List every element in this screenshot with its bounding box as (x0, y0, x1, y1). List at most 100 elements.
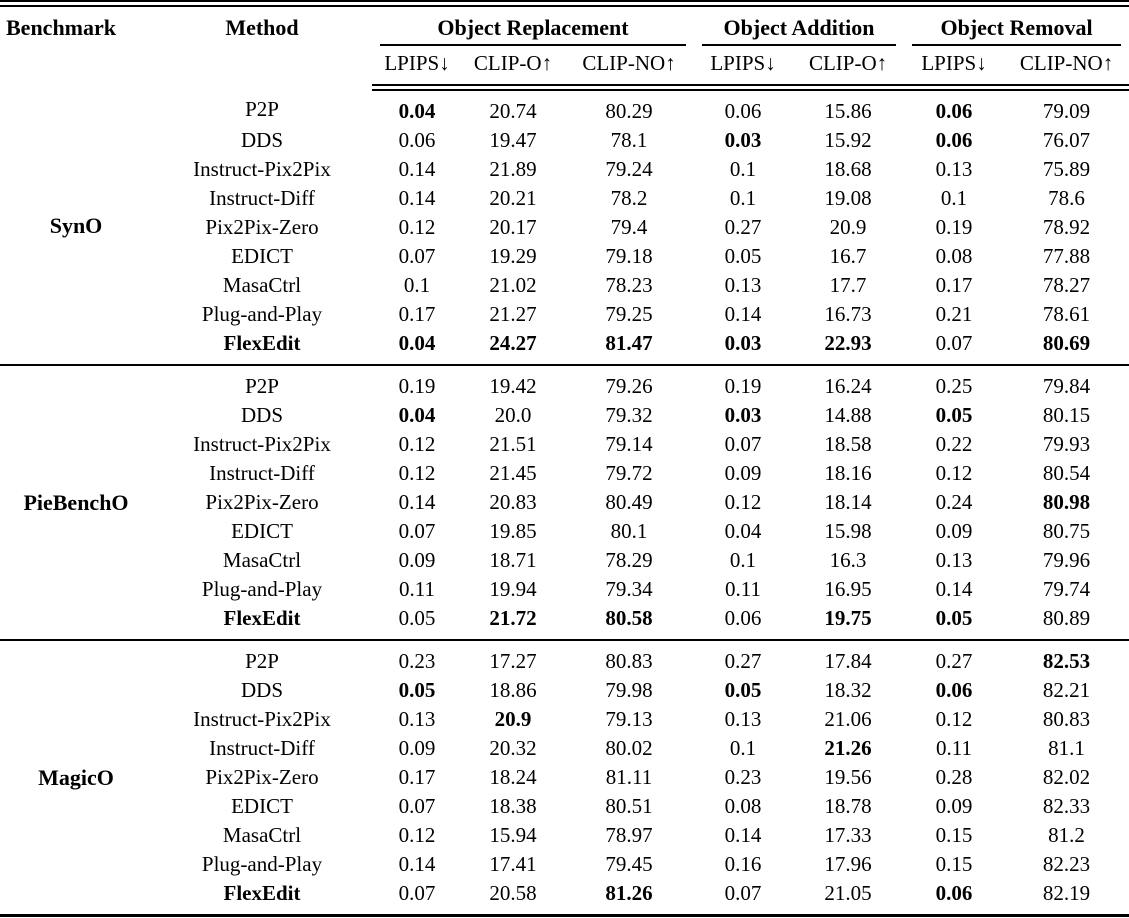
value-cell: 81.47 (605, 331, 653, 355)
value-cell: 80.49 (605, 490, 653, 514)
value-cell: 0.09 (398, 548, 436, 572)
value-cell: 0.06 (398, 128, 436, 152)
value-cell: 15.86 (824, 99, 872, 123)
subcolumn-rm-clip-no: CLIP-NO↑ (1004, 46, 1129, 91)
value-cell: 0.17 (398, 765, 436, 789)
method-cell: P2P (245, 649, 279, 673)
value-cell: 0.1 (403, 273, 431, 297)
value-cell: 79.4 (610, 215, 648, 239)
value-cell: 17.33 (824, 823, 872, 847)
value-cell: 20.9 (829, 215, 867, 239)
value-cell: 20.0 (494, 403, 532, 427)
value-cell: 17.41 (489, 852, 537, 876)
method-cell: MasaCtrl (222, 823, 302, 847)
table-row: MasaCtrl 0.12 15.94 78.97 0.14 17.33 0.15 81.2 (0, 821, 1129, 850)
table-row: Instruct-Pix2Pix 0.12 21.51 79.14 0.07 18.58 0… (0, 430, 1129, 459)
value-cell: 0.03 (724, 128, 762, 152)
value-cell: 0.13 (724, 273, 762, 297)
value-cell: 21.02 (489, 273, 537, 297)
value-cell: 0.05 (724, 678, 762, 702)
value-cell: 0.04 (398, 331, 436, 355)
value-cell: 82.53 (1042, 649, 1091, 673)
value-cell: 78.6 (1048, 186, 1085, 210)
value-cell: 21.06 (824, 707, 872, 731)
value-cell: 0.03 (724, 403, 762, 427)
value-cell: 16.24 (824, 374, 872, 398)
value-cell: 0.07 (935, 331, 973, 355)
value-cell: 80.1 (610, 519, 648, 543)
value-cell: 0.14 (398, 186, 436, 210)
value-cell: 17.84 (824, 649, 872, 673)
value-cell: 18.38 (489, 794, 537, 818)
value-cell: 82.33 (1042, 794, 1091, 818)
value-cell: 0.06 (935, 678, 973, 702)
method-cell: Instruct-Pix2Pix (193, 157, 331, 181)
subcolumn-or-clip-o: CLIP-O↑ (462, 46, 564, 91)
value-cell: 80.83 (605, 649, 653, 673)
value-cell: 0.14 (935, 577, 973, 601)
value-cell: 0.08 (935, 244, 973, 268)
group-label: Object Removal (912, 16, 1122, 46)
value-cell: 0.19 (398, 374, 436, 398)
subcolumn-oa-lpips: LPIPS↓ (694, 46, 793, 91)
method-cell: P2P (245, 374, 279, 398)
column-header-benchmark: Benchmark (6, 15, 116, 40)
value-cell: 0.04 (398, 403, 436, 427)
value-cell: 17.96 (824, 852, 872, 876)
value-cell: 81.2 (1048, 823, 1085, 847)
value-cell: 0.15 (935, 852, 973, 876)
value-cell: 78.23 (605, 273, 653, 297)
subcolumn-oa-clip-o: CLIP-O↑ (792, 46, 905, 91)
value-cell: 0.11 (399, 577, 435, 601)
value-cell: 79.93 (1042, 432, 1091, 456)
value-cell: 0.12 (935, 461, 973, 485)
value-cell: 18.68 (824, 157, 872, 181)
table-row: FlexEdit 0.07 20.58 81.26 0.07 21.05 0.06 82.19 (0, 879, 1129, 916)
value-cell: 0.19 (724, 374, 762, 398)
value-cell: 0.07 (724, 881, 762, 905)
value-cell: 79.24 (605, 157, 653, 181)
value-cell: 81.26 (605, 881, 653, 905)
column-group-object-removal: Object Removal (904, 4, 1129, 46)
benchmark-label: SynO (49, 213, 103, 239)
value-cell: 79.74 (1042, 577, 1091, 601)
value-cell: 78.61 (1042, 302, 1091, 326)
value-cell: 80.29 (605, 99, 653, 123)
value-cell: 0.09 (724, 461, 762, 485)
value-cell: 80.75 (1042, 519, 1091, 543)
value-cell: 0.22 (935, 432, 973, 456)
value-cell: 0.12 (398, 432, 436, 456)
value-cell: 78.2 (610, 186, 648, 210)
value-cell: 79.32 (605, 403, 653, 427)
table-row: FlexEdit 0.04 24.27 81.47 0.03 22.93 0.07 80.69 (0, 329, 1129, 365)
value-cell: 0.12 (935, 707, 973, 731)
value-cell: 0.07 (398, 244, 436, 268)
value-cell: 21.26 (824, 736, 872, 760)
subcolumn-or-lpips: LPIPS↓ (372, 46, 462, 91)
value-cell: 78.27 (1042, 273, 1091, 297)
value-cell: 0.19 (935, 215, 973, 239)
method-cell: EDICT (231, 519, 293, 543)
value-cell: 0.06 (935, 881, 973, 905)
table-row: EDICT 0.07 18.38 80.51 0.08 18.78 0.09 82.33 (0, 792, 1129, 821)
value-cell: 0.05 (724, 244, 762, 268)
value-cell: 18.86 (489, 678, 537, 702)
value-cell: 20.83 (489, 490, 537, 514)
value-cell: 0.07 (724, 432, 762, 456)
value-cell: 0.09 (935, 794, 973, 818)
value-cell: 0.15 (935, 823, 973, 847)
table-row: MagicO P2P 0.23 17.27 80.83 0.27 17.84 0.27 82.5… (0, 640, 1129, 789)
value-cell: 0.07 (398, 794, 436, 818)
value-cell: 0.04 (724, 519, 762, 543)
benchmark-group-syno: SynO P2P 0.04 20.74 80.29 0.06 15.86 0.06 79.09 D… (0, 88, 1129, 366)
value-cell: 0.14 (724, 823, 762, 847)
value-cell: 15.92 (824, 128, 872, 152)
value-cell: 0.16 (724, 852, 762, 876)
table-row: Instruct-Pix2Pix 0.14 21.89 79.24 0.1 18.68 0.… (0, 155, 1129, 184)
value-cell: 0.05 (935, 606, 973, 630)
value-cell: 80.15 (1042, 403, 1091, 427)
value-cell: 0.05 (398, 606, 436, 630)
value-cell: 0.13 (398, 707, 436, 731)
method-cell: DDS (240, 403, 283, 427)
subcolumn-rm-lpips: LPIPS↓ (904, 46, 1005, 91)
